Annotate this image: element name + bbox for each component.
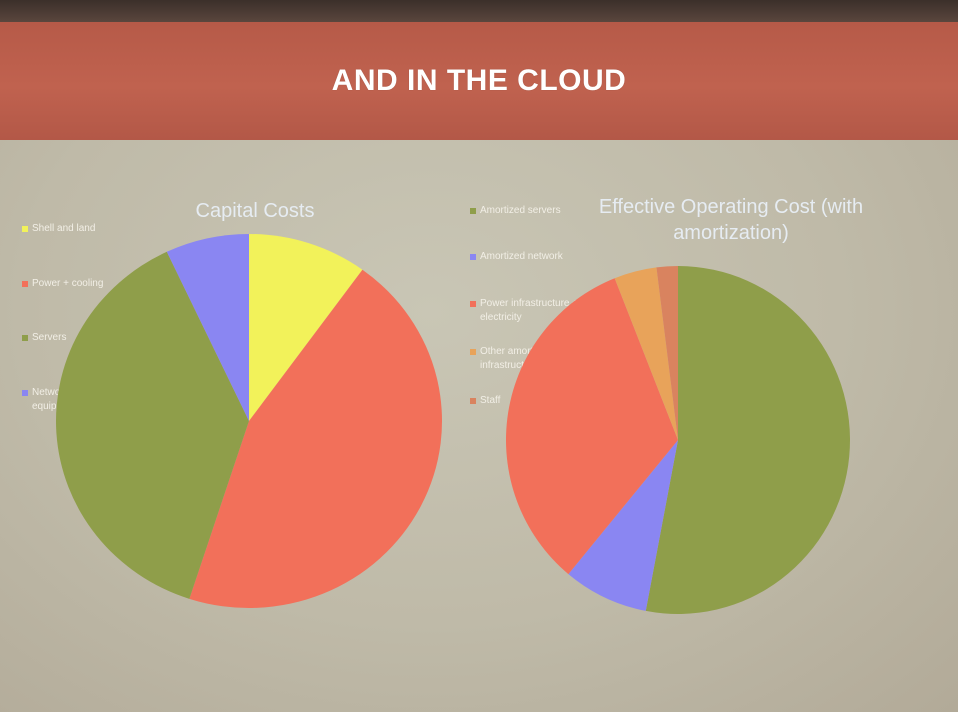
legend-item-power-infrastructure: Power infrastructure + electricity bbox=[470, 297, 610, 325]
legend-item-networking-equipment: Networking equipment bbox=[22, 386, 112, 414]
legend-item-other-amortized-infrastructure: Other amortized infrastructure bbox=[470, 345, 585, 373]
legend-swatch bbox=[22, 281, 28, 287]
capital-costs-title: Capital Costs bbox=[195, 200, 315, 222]
top-edge bbox=[0, 0, 958, 22]
legend-label: Networking equipment bbox=[32, 387, 83, 412]
pie-slice-shell-and-land bbox=[249, 234, 363, 421]
legend-item-shell-and-land: Shell and land bbox=[22, 222, 95, 236]
legend-item-staff: Staff bbox=[470, 394, 500, 408]
pie-slice-other-amortized-infrastructure bbox=[614, 267, 678, 440]
legend-swatch bbox=[470, 398, 476, 404]
legend-swatch bbox=[470, 254, 476, 260]
pie-slice-staff bbox=[656, 266, 678, 440]
legend-swatch bbox=[22, 226, 28, 232]
slide-title: AND IN THE CLOUD bbox=[331, 64, 627, 97]
legend-label: Shell and land bbox=[32, 223, 96, 234]
pie-slice-networking-equipment bbox=[166, 234, 249, 421]
pie-slice-power-cooling bbox=[189, 269, 442, 608]
legend-swatch bbox=[22, 390, 28, 396]
legend-label: Power + cooling bbox=[32, 278, 104, 289]
legend-swatch bbox=[470, 301, 476, 307]
slide-body: Capital Costs Shell and land Power + coo… bbox=[0, 140, 958, 712]
operating-cost-pie bbox=[506, 266, 851, 614]
pie-slice-servers bbox=[55, 251, 250, 599]
legend-item-servers: Servers bbox=[22, 331, 66, 345]
legend-item-power-cooling: Power + cooling bbox=[22, 277, 103, 291]
capital-costs-pie bbox=[55, 234, 442, 608]
legend-swatch bbox=[22, 335, 28, 341]
legend-swatch bbox=[470, 349, 476, 355]
legend-swatch bbox=[470, 208, 476, 214]
legend-item-amortized-servers: Amortized servers bbox=[470, 204, 561, 218]
legend-label: Other amortized infrastructure bbox=[480, 346, 552, 371]
pie-slice-amortized-servers bbox=[645, 266, 851, 614]
title-banner: AND IN THE CLOUD bbox=[0, 22, 958, 140]
operating-cost-title: Effective Operating Cost (with amortizat… bbox=[598, 196, 864, 244]
pie-slice-power-infrastructure-electricity bbox=[506, 278, 678, 575]
legend-label: Amortized servers bbox=[480, 205, 561, 216]
legend-label: Servers bbox=[32, 332, 67, 343]
legend-item-amortized-network: Amortized network bbox=[470, 250, 563, 264]
legend-label: Staff bbox=[480, 395, 501, 406]
pie-slice-amortized-network bbox=[568, 440, 678, 611]
legend-label: Power infrastructure + electricity bbox=[480, 298, 579, 323]
legend-label: Amortized network bbox=[480, 251, 563, 262]
